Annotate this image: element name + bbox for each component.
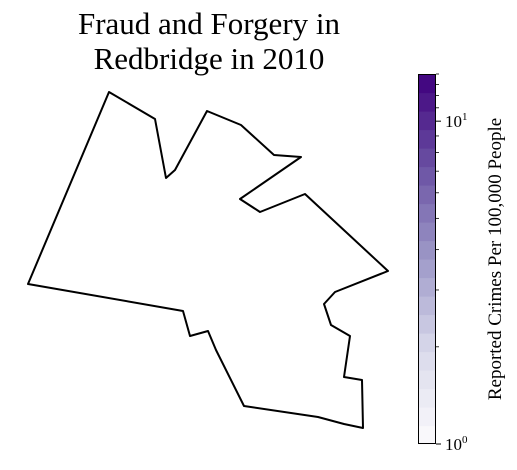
colorbar-segment — [418, 222, 436, 242]
colorbar-segment — [418, 185, 436, 205]
colorbar-segment — [418, 407, 436, 427]
colorbar-segment — [418, 166, 436, 186]
title-line-2: Redbridge in 2010 — [93, 41, 325, 76]
colorbar-segment — [418, 148, 436, 168]
colorbar-segment — [418, 314, 436, 334]
colorbar-segment — [418, 333, 436, 353]
map-title: Fraud and Forgery in Redbridge in 2010 — [0, 6, 418, 76]
colorbar-segment — [418, 388, 436, 408]
colorbar-segment — [418, 277, 436, 297]
colorbar-segment — [418, 111, 436, 131]
colorbar-frame — [418, 74, 436, 444]
colorbar-segment — [418, 425, 436, 445]
redbridge-boundary — [27, 91, 389, 429]
colorbar-segment — [418, 129, 436, 149]
colorbar-segment — [418, 240, 436, 260]
colorbar-segment — [418, 351, 436, 371]
colorbar-ticks: 100 101 — [436, 73, 468, 454]
colorbar-gradient — [418, 74, 436, 445]
colorbar-tick-label: 100 — [445, 434, 468, 454]
colorbar-segment — [418, 296, 436, 316]
colorbar-segment — [418, 203, 436, 223]
title-line-1: Fraud and Forgery in — [77, 6, 341, 41]
colorbar-tick-label: 101 — [445, 111, 468, 131]
colorbar-segment — [418, 370, 436, 390]
colorbar-label: Reported Crimes Per 100,000 People — [485, 118, 506, 400]
colorbar-segment — [418, 259, 436, 279]
colorbar-segment — [418, 74, 436, 94]
colorbar-segment — [418, 92, 436, 112]
